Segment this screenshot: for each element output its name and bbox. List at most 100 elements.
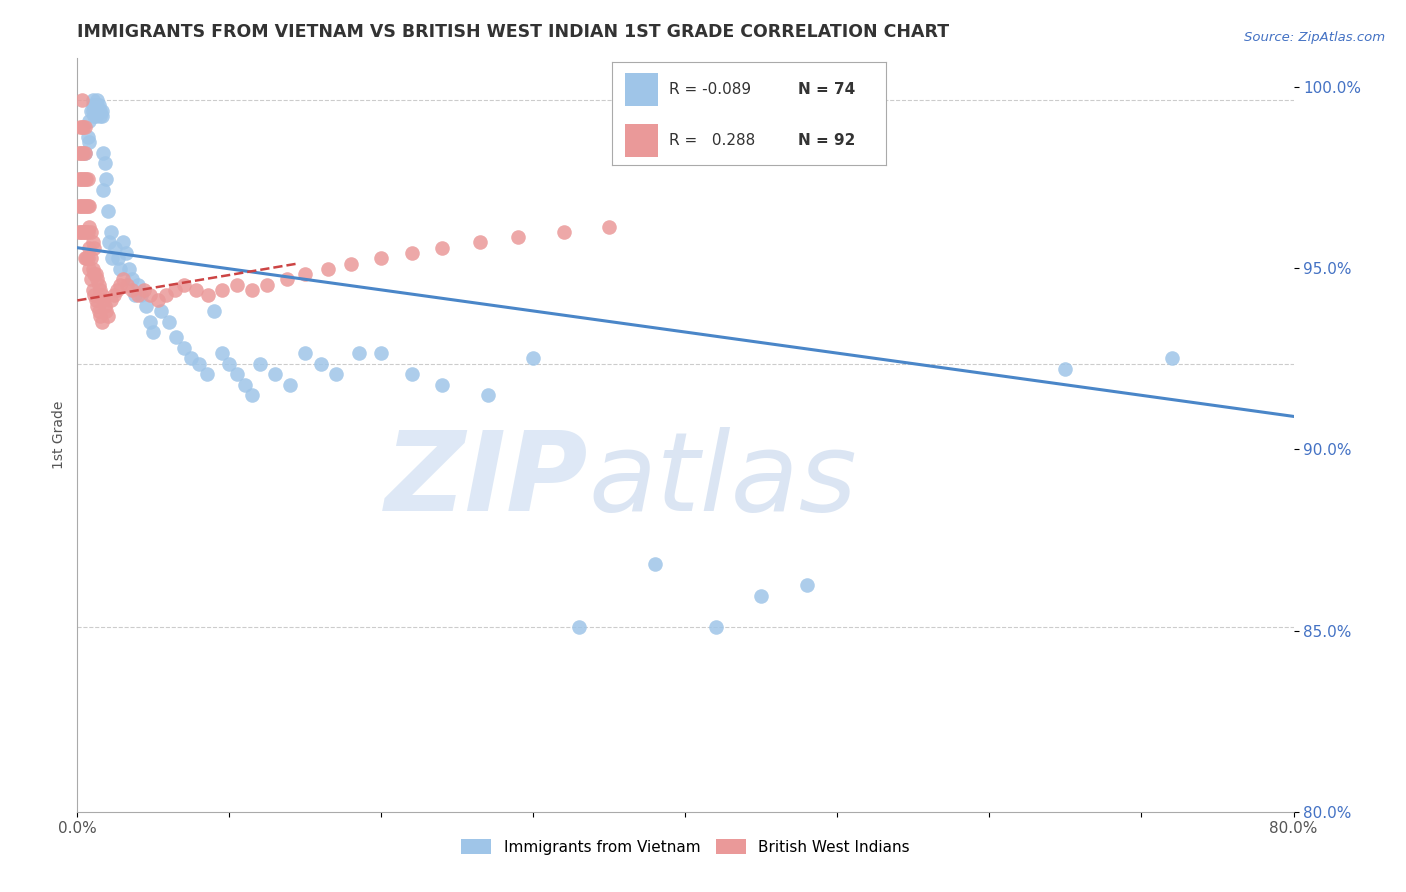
Point xyxy=(70,93,93,107)
Point xyxy=(75,225,97,239)
Point xyxy=(233,377,256,392)
Point xyxy=(70,120,93,134)
Point xyxy=(568,620,591,634)
Point xyxy=(276,272,298,286)
Point xyxy=(121,283,143,297)
Point xyxy=(508,230,530,244)
Point xyxy=(70,145,93,160)
Text: Source: ZipAtlas.com: Source: ZipAtlas.com xyxy=(1244,31,1385,45)
Point xyxy=(226,368,249,382)
Point xyxy=(82,93,104,107)
Point xyxy=(105,283,128,297)
Point xyxy=(77,172,100,186)
Point xyxy=(79,241,101,255)
Point xyxy=(80,103,103,118)
Point xyxy=(751,589,773,603)
Point xyxy=(100,225,122,239)
Point xyxy=(86,272,108,286)
Point xyxy=(470,235,492,250)
Point xyxy=(79,219,101,234)
Point xyxy=(127,277,149,292)
Point xyxy=(118,261,141,276)
Point xyxy=(107,252,129,266)
Point xyxy=(69,225,91,239)
Text: N = 92: N = 92 xyxy=(799,133,855,148)
Point xyxy=(139,288,162,302)
Point xyxy=(117,277,139,292)
Point xyxy=(1161,351,1184,366)
Y-axis label: 1st Grade: 1st Grade xyxy=(52,401,66,469)
Point xyxy=(73,198,96,212)
Point xyxy=(294,346,316,360)
Point xyxy=(325,368,347,382)
Point xyxy=(87,98,110,112)
Point xyxy=(370,252,392,266)
Point xyxy=(309,357,332,371)
Point xyxy=(430,241,453,255)
Text: N = 74: N = 74 xyxy=(799,81,855,96)
Point xyxy=(157,314,180,328)
Point xyxy=(180,351,202,366)
Point xyxy=(93,156,115,170)
Point xyxy=(80,252,103,266)
Point xyxy=(91,145,114,160)
Point xyxy=(401,368,423,382)
Point xyxy=(104,241,127,255)
Point xyxy=(83,109,105,123)
Point xyxy=(218,357,240,371)
Point xyxy=(340,256,363,270)
Point xyxy=(100,293,122,308)
Point xyxy=(83,98,105,112)
Text: ZIP: ZIP xyxy=(385,426,588,533)
Point xyxy=(90,103,112,118)
Point xyxy=(97,203,120,218)
Point xyxy=(72,145,94,160)
Point xyxy=(84,293,107,308)
Bar xyxy=(626,73,658,105)
Point xyxy=(401,246,423,260)
Point xyxy=(184,283,207,297)
Point xyxy=(69,198,91,212)
Point xyxy=(91,183,114,197)
Point xyxy=(84,98,107,112)
Point xyxy=(89,103,111,118)
Point xyxy=(135,299,157,313)
Point xyxy=(77,225,100,239)
Point xyxy=(129,288,152,302)
Point xyxy=(430,377,453,392)
Point xyxy=(79,114,101,128)
Point xyxy=(80,272,103,286)
Point xyxy=(86,98,108,112)
Point xyxy=(278,377,301,392)
Text: atlas: atlas xyxy=(588,426,856,533)
Point xyxy=(370,346,392,360)
Point xyxy=(82,283,104,297)
Point xyxy=(73,252,96,266)
Point xyxy=(89,310,111,324)
Point xyxy=(83,241,105,255)
Text: R =   0.288: R = 0.288 xyxy=(669,133,755,148)
Point xyxy=(90,288,112,302)
Text: R = -0.089: R = -0.089 xyxy=(669,81,751,96)
Point xyxy=(86,299,108,313)
Point xyxy=(83,288,105,302)
Point xyxy=(256,277,278,292)
Point xyxy=(704,620,727,634)
Point xyxy=(111,235,134,250)
Point xyxy=(69,172,91,186)
Point xyxy=(644,557,666,571)
Point xyxy=(87,304,110,318)
Point xyxy=(83,267,105,281)
Point xyxy=(69,145,91,160)
Point xyxy=(72,120,94,134)
Point xyxy=(73,120,96,134)
Point xyxy=(72,225,94,239)
Point xyxy=(165,330,187,344)
Point xyxy=(139,314,162,328)
Point xyxy=(67,198,90,212)
Point xyxy=(90,109,112,123)
Point xyxy=(97,310,120,324)
Point xyxy=(796,578,818,592)
Point xyxy=(77,130,100,145)
Point xyxy=(91,293,114,308)
